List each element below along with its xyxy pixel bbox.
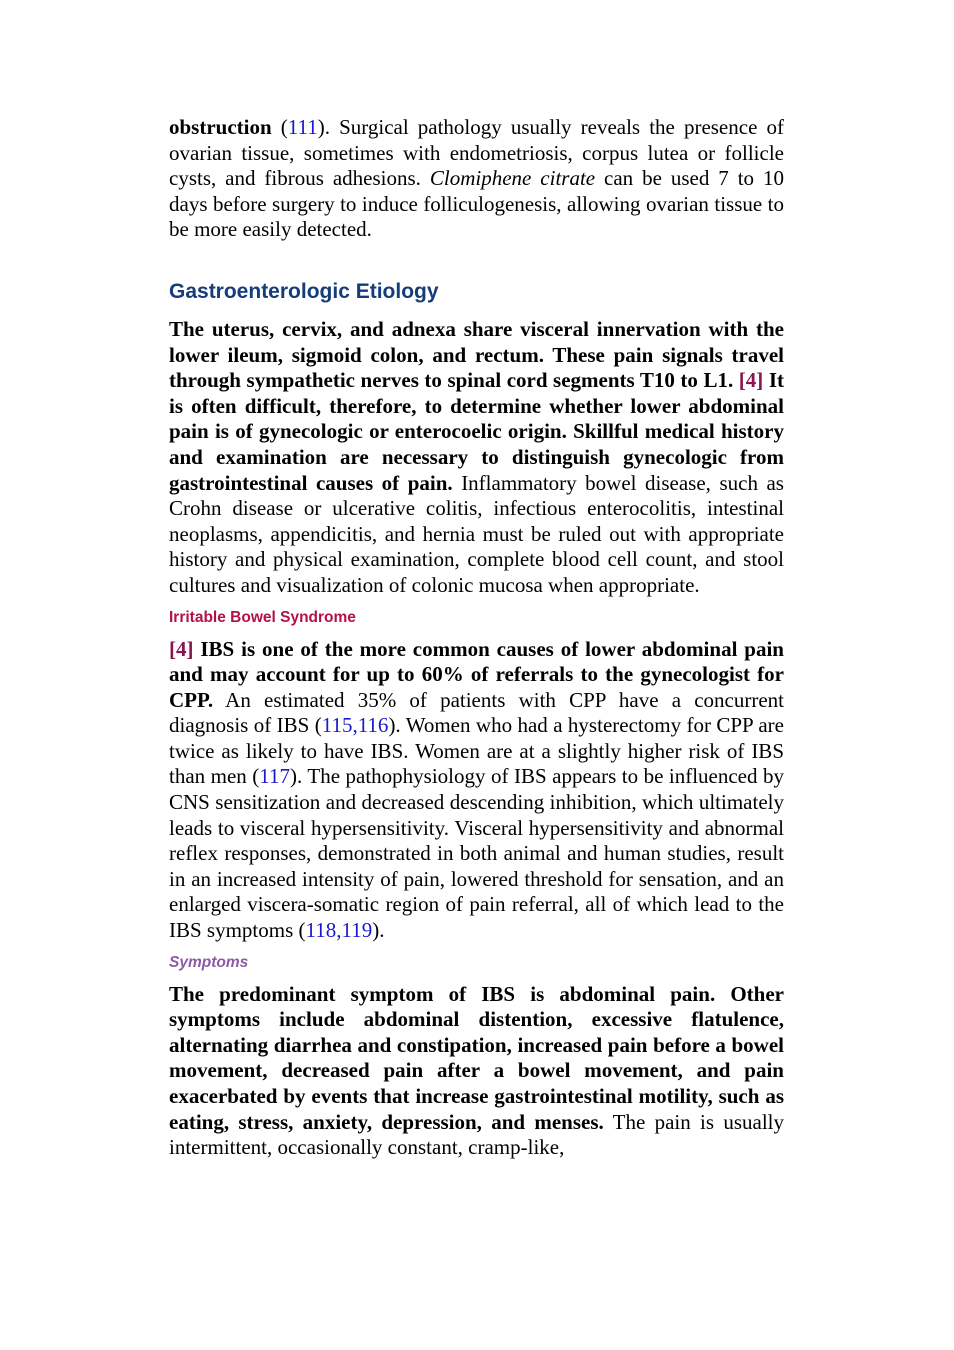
citation-link[interactable]: 117 — [259, 764, 291, 789]
paragraph-gastro: The uterus, cervix, and adnexa share vis… — [169, 317, 784, 599]
subsection-heading-ibs: Irritable Bowel Syndrome — [169, 608, 356, 626]
paragraph-text: can be used 7 to 10 days before surgery … — [169, 166, 784, 242]
bold-text: The predominant symptom of IBS is abdomi… — [169, 981, 784, 1134]
citation-link[interactable]: 116 — [357, 713, 389, 738]
subsection-heading-symptoms: Symptoms — [169, 953, 249, 971]
paragraph-text: The pain is usually intermittent, occasi… — [169, 1109, 784, 1160]
paragraph-text: Inflammatory bowel disease, such as Croh… — [169, 470, 784, 597]
paragraph-text: ). Surgical pathology usually reveals th… — [169, 115, 784, 191]
citation-link[interactable]: 115 — [321, 713, 353, 738]
reference-marker[interactable]: [4] — [738, 368, 764, 393]
citation-link[interactable]: 118 — [305, 918, 337, 943]
paragraph-symptoms: The predominant symptom of IBS is abdomi… — [169, 982, 784, 1161]
paragraph-text: An estimated 35% of patients with CPP ha… — [169, 687, 784, 738]
bold-text: The uterus, cervix, and adnexa share vis… — [169, 316, 784, 393]
italic-term: Clomiphene citrate — [429, 166, 596, 191]
section-heading-gastroenterologic: Gastroenterologic Etiology — [169, 279, 439, 303]
paragraph-obstruction: obstruction (111). Surgical pathology us… — [169, 115, 784, 243]
citation-separator: , — [336, 918, 342, 943]
paragraph-text: ( — [271, 115, 288, 139]
document-page: obstruction (111). Surgical pathology us… — [169, 115, 784, 1161]
paragraph-ibs: [4] IBS is one of the more common causes… — [169, 637, 784, 944]
bold-text: It is often difficult, therefore, to det… — [169, 368, 784, 495]
paragraph-text: ). The pathophysiology of IBS appears to… — [169, 764, 784, 943]
reference-marker[interactable]: [4] — [169, 636, 194, 661]
citation-link[interactable]: 119 — [341, 918, 373, 943]
bold-text: IBS is one of the more common causes of … — [169, 636, 784, 712]
paragraph-text: ). Women who had a hysterectomy for CPP … — [169, 713, 784, 789]
paragraph-text: ). — [372, 918, 385, 943]
citation-link[interactable]: 111 — [287, 115, 318, 139]
lead-bold-text: obstruction — [169, 115, 272, 139]
citation-separator: , — [352, 713, 358, 738]
